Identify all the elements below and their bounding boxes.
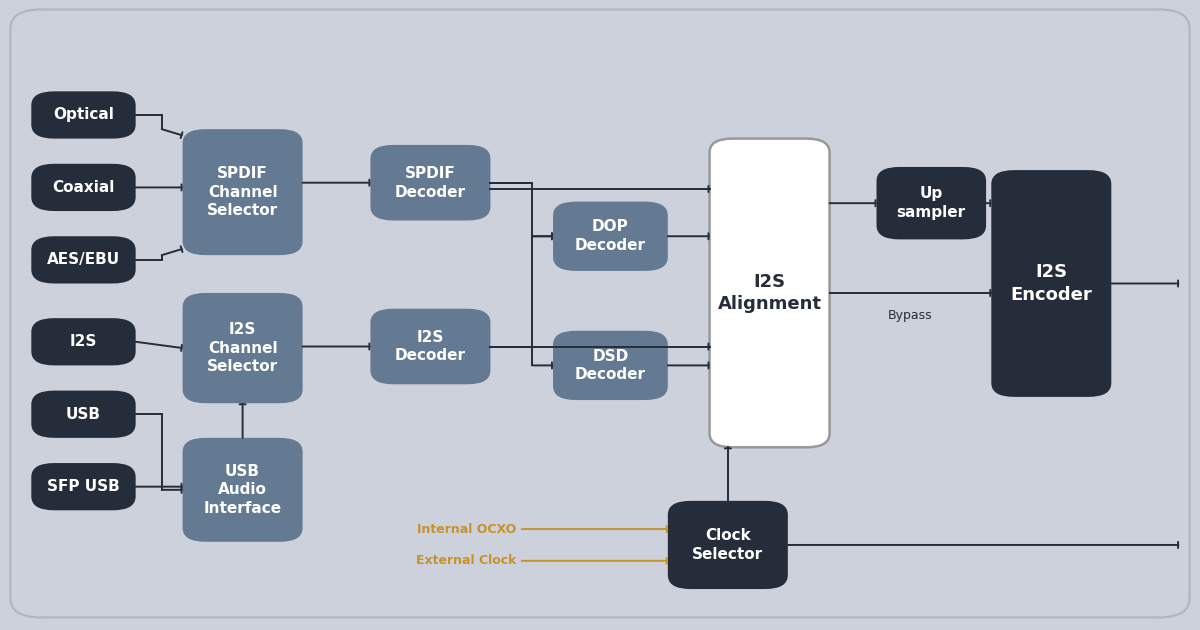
FancyBboxPatch shape xyxy=(31,391,136,438)
FancyBboxPatch shape xyxy=(668,501,788,589)
Text: I2S
Encoder: I2S Encoder xyxy=(1010,263,1092,304)
Text: I2S: I2S xyxy=(70,335,97,349)
Text: DSD
Decoder: DSD Decoder xyxy=(575,348,646,382)
Text: I2S
Alignment: I2S Alignment xyxy=(718,273,822,313)
Text: Clock
Selector: Clock Selector xyxy=(692,528,763,562)
FancyBboxPatch shape xyxy=(182,438,302,542)
Text: External Clock: External Clock xyxy=(416,554,516,568)
Text: USB: USB xyxy=(66,407,101,421)
Text: USB
Audio
Interface: USB Audio Interface xyxy=(204,464,282,516)
FancyBboxPatch shape xyxy=(553,202,668,271)
FancyBboxPatch shape xyxy=(371,309,491,384)
Text: Up
sampler: Up sampler xyxy=(896,186,966,220)
Text: Internal OCXO: Internal OCXO xyxy=(418,522,516,536)
Text: SFP USB: SFP USB xyxy=(47,479,120,494)
FancyBboxPatch shape xyxy=(876,167,986,239)
Text: DOP
Decoder: DOP Decoder xyxy=(575,219,646,253)
Text: Coaxial: Coaxial xyxy=(53,180,115,195)
Text: AES/EBU: AES/EBU xyxy=(47,253,120,267)
Text: I2S
Decoder: I2S Decoder xyxy=(395,329,466,364)
FancyBboxPatch shape xyxy=(709,139,829,447)
Text: Optical: Optical xyxy=(53,108,114,122)
FancyBboxPatch shape xyxy=(31,91,136,139)
FancyBboxPatch shape xyxy=(371,145,491,220)
FancyBboxPatch shape xyxy=(991,170,1111,397)
Text: Bypass: Bypass xyxy=(888,309,932,322)
Text: SPDIF
Channel
Selector: SPDIF Channel Selector xyxy=(208,166,278,218)
Text: SPDIF
Decoder: SPDIF Decoder xyxy=(395,166,466,200)
FancyBboxPatch shape xyxy=(31,236,136,284)
FancyBboxPatch shape xyxy=(31,318,136,365)
FancyBboxPatch shape xyxy=(31,463,136,510)
FancyBboxPatch shape xyxy=(182,293,302,403)
Text: I2S
Channel
Selector: I2S Channel Selector xyxy=(208,322,278,374)
FancyBboxPatch shape xyxy=(31,164,136,211)
FancyBboxPatch shape xyxy=(553,331,668,400)
FancyBboxPatch shape xyxy=(182,129,302,255)
